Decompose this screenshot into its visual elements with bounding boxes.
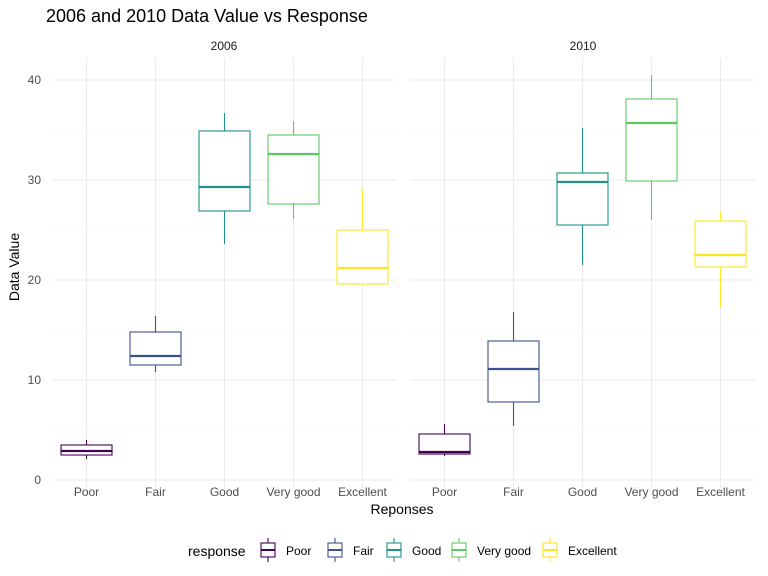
y-tick-label: 0 (34, 473, 41, 487)
legend-items: Poor Fair Good Very good Excellent (260, 538, 617, 562)
legend-key-poor (260, 538, 276, 562)
panel-boxes (418, 75, 747, 456)
box-good-2006 (198, 113, 251, 244)
legend-title: response (188, 543, 246, 559)
chart-title: 2006 and 2010 Data Value vs Response (46, 6, 368, 26)
x-tick-label: Fair (503, 485, 524, 499)
legend-key-very-good (451, 538, 467, 562)
x-tick-label: Poor (74, 485, 99, 499)
panel-boxes (60, 113, 389, 459)
facet-panel-2010: 2010 Poor Fair Good Very good Excellent (410, 39, 755, 499)
box-iqr (487, 340, 540, 403)
x-axis-title: Reponses (370, 501, 433, 517)
box-iqr (336, 229, 389, 285)
y-axis-title: Data Value (6, 233, 22, 301)
box-iqr (267, 134, 320, 205)
facet-label-2006: 2006 (211, 39, 238, 53)
x-tick-label: Good (210, 485, 239, 499)
box-iqr (198, 130, 251, 212)
box-very-good-2006 (267, 121, 320, 219)
y-tick-label: 10 (28, 373, 42, 387)
facet-panel-2006: 2006 Poor Fair Good Very good Excellent (52, 39, 397, 499)
panel-grid (410, 58, 755, 488)
panel-x-ticks: Poor Fair Good Very good Excellent (432, 485, 746, 499)
x-tick-label: Very good (624, 485, 678, 499)
legend-label-excellent: Excellent (568, 544, 617, 558)
box-fair-2006 (129, 316, 182, 372)
x-tick-label: Very good (266, 485, 320, 499)
facet-label-2010: 2010 (570, 39, 597, 53)
x-tick-label: Good (568, 485, 597, 499)
legend-label-good: Good (412, 544, 441, 558)
box-good-2010 (556, 128, 609, 265)
legend-label-poor: Poor (286, 544, 311, 558)
box-iqr (556, 172, 609, 226)
box-iqr (694, 220, 747, 268)
legend-label-fair: Fair (353, 544, 374, 558)
box-excellent-2010 (694, 212, 747, 307)
box-fair-2010 (487, 312, 540, 426)
x-tick-label: Fair (145, 485, 166, 499)
box-iqr (129, 331, 182, 366)
legend-key-fair (327, 538, 343, 562)
box-excellent-2006 (336, 190, 389, 285)
y-tick-label: 40 (28, 73, 42, 87)
legend-key-good (386, 538, 402, 562)
x-tick-label: Excellent (338, 485, 387, 499)
x-tick-label: Poor (432, 485, 457, 499)
x-tick-label: Excellent (696, 485, 745, 499)
box-iqr (418, 433, 471, 455)
legend: response Poor Fair Good Very good Excellent (188, 538, 617, 562)
panel-x-ticks: Poor Fair Good Very good Excellent (74, 485, 388, 499)
legend-key-excellent (542, 538, 558, 562)
box-very-good-2010 (625, 75, 678, 220)
box-poor-2006 (60, 440, 113, 459)
legend-label-very-good: Very good (477, 544, 531, 558)
y-axis-ticks: 0 10 20 30 40 (28, 73, 42, 487)
box-poor-2010 (418, 424, 471, 456)
box-iqr (625, 98, 678, 182)
y-tick-label: 30 (28, 173, 42, 187)
y-tick-label: 20 (28, 273, 42, 287)
